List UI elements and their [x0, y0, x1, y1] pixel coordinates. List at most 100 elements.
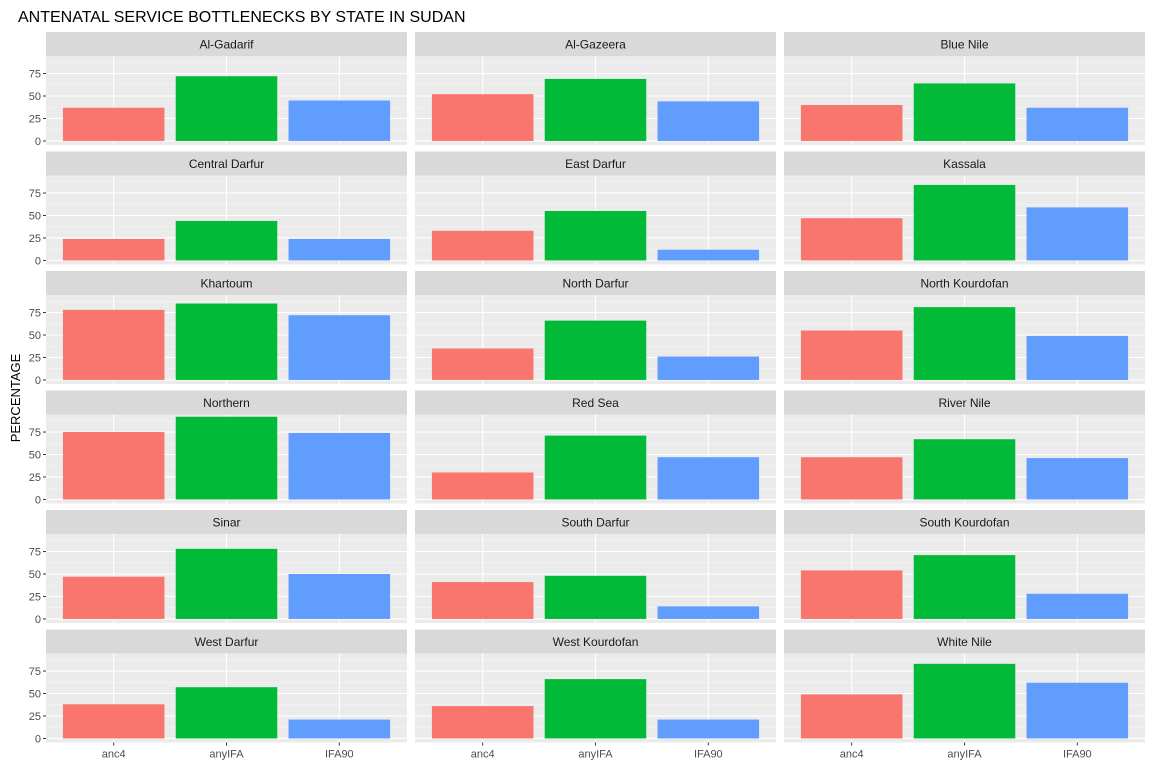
bar-anyIFA — [175, 76, 278, 141]
facet-panel: River Nile — [784, 390, 1145, 504]
facet-strip — [784, 629, 1145, 654]
x-tick-label: anc4 — [840, 749, 864, 761]
facet-strip-label: White Nile — [937, 635, 992, 649]
facet-strip — [415, 151, 776, 176]
facet-strip — [784, 271, 1145, 295]
bar-anc4 — [431, 472, 534, 500]
y-tick-label: 50 — [29, 569, 41, 581]
bar-anyIFA — [913, 555, 1016, 619]
x-tick-label: anc4 — [471, 749, 495, 761]
y-tick-label: 25 — [29, 233, 41, 245]
y-tick-label: 0 — [35, 614, 41, 626]
facet-strip — [415, 390, 776, 415]
bar-anyIFA — [175, 220, 278, 261]
bar-IFA90 — [1026, 107, 1129, 141]
x-tick-label: anyIFA — [209, 749, 244, 761]
facet-strip — [415, 271, 776, 295]
x-tick-label: anc4 — [102, 749, 126, 761]
bar-anyIFA — [175, 548, 278, 619]
facet-panel: Sinar 0 25 50 75 — [29, 510, 407, 626]
facet-panel: North Darfur — [415, 271, 776, 384]
bar-anyIFA — [175, 687, 278, 739]
y-tick-label: 50 — [29, 689, 41, 701]
bar-anyIFA — [913, 184, 1016, 261]
facet-panel: White Nile anc4 anyIFA IFA90 — [784, 629, 1145, 761]
facet-strip — [46, 510, 407, 534]
bar-IFA90 — [288, 574, 391, 619]
facet-panel: Kassala — [784, 151, 1145, 265]
y-tick-label: 0 — [35, 136, 41, 148]
facet-strip-label: South Kourdofan — [919, 516, 1009, 530]
facet-strip — [415, 510, 776, 534]
facet-strip — [784, 510, 1145, 534]
bar-anc4 — [800, 104, 903, 141]
bar-anc4 — [431, 582, 534, 619]
bar-anc4 — [431, 94, 534, 141]
bar-anyIFA — [913, 307, 1016, 380]
facet-strip-label: North Darfur — [562, 277, 628, 291]
facet-strip — [46, 151, 407, 176]
y-tick-label: 0 — [35, 375, 41, 387]
facet-strip — [784, 390, 1145, 415]
facet-panel: Central Darfur 0 25 50 75 — [29, 151, 407, 267]
facet-strip-label: Northern — [203, 396, 250, 410]
y-tick-label: 25 — [29, 472, 41, 484]
bar-IFA90 — [657, 249, 760, 261]
bar-anyIFA — [913, 83, 1016, 141]
bar-anc4 — [800, 330, 903, 380]
bar-IFA90 — [288, 100, 391, 141]
bar-IFA90 — [1026, 335, 1129, 380]
y-tick-label: 25 — [29, 711, 41, 723]
facet-strip-label: River Nile — [938, 396, 990, 410]
bar-IFA90 — [288, 238, 391, 261]
facet-strip-label: Sinar — [212, 516, 240, 530]
y-tick-label: 50 — [29, 450, 41, 462]
bar-IFA90 — [288, 719, 391, 739]
x-tick-label: IFA90 — [1063, 749, 1092, 761]
y-tick-label: 75 — [29, 547, 41, 559]
bar-IFA90 — [1026, 593, 1129, 619]
y-tick-label: 75 — [29, 666, 41, 678]
facet-panel: West Darfur 0 25 50 75 anc4 anyIFA IFA90 — [29, 629, 407, 761]
y-tick-label: 25 — [29, 352, 41, 364]
y-tick-label: 25 — [29, 591, 41, 603]
bar-IFA90 — [657, 719, 760, 739]
facet-panel: East Darfur — [415, 151, 776, 265]
bar-anc4 — [62, 107, 165, 141]
bar-anc4 — [62, 238, 165, 261]
x-tick-label: anyIFA — [578, 749, 613, 761]
facet-strip-label: Kassala — [943, 157, 986, 171]
y-tick-label: 0 — [35, 255, 41, 267]
bar-IFA90 — [288, 315, 391, 380]
facet-panel: South Kourdofan — [784, 510, 1145, 623]
facet-strip-label: Al-Gadarif — [199, 38, 254, 52]
facet-panels: Al-Gadarif 0 25 50 75 Al-Gazeera Blue Nile Cent… — [29, 32, 1145, 761]
bar-anyIFA — [544, 320, 647, 380]
y-tick-label: 0 — [35, 494, 41, 506]
bar-anc4 — [431, 348, 534, 380]
bar-anc4 — [431, 706, 534, 739]
bar-anyIFA — [544, 435, 647, 500]
facet-strip-label: Al-Gazeera — [565, 38, 626, 52]
bar-anyIFA — [913, 439, 1016, 500]
facet-strip-label: Blue Nile — [940, 38, 988, 52]
facet-strip-label: East Darfur — [565, 157, 626, 171]
y-tick-label: 50 — [29, 211, 41, 223]
facet-panel: West Kourdofan anc4 anyIFA IFA90 — [415, 629, 776, 761]
y-axis-title: PERCENTAGE — [8, 353, 23, 442]
facet-strip — [46, 390, 407, 415]
y-tick-label: 75 — [29, 69, 41, 81]
facet-strip — [46, 32, 407, 56]
bar-anyIFA — [544, 78, 647, 141]
bar-IFA90 — [657, 457, 760, 500]
facet-panel: Al-Gazeera — [415, 32, 776, 145]
facet-strip — [784, 151, 1145, 176]
bar-anyIFA — [175, 303, 278, 380]
chart-title: ANTENATAL SERVICE BOTTLENECKS BY STATE I… — [18, 9, 466, 26]
facet-panel: Khartoum 0 25 50 75 — [29, 271, 407, 387]
facet-panel: Al-Gadarif 0 25 50 75 — [29, 32, 407, 148]
facet-panel: Red Sea — [415, 390, 776, 504]
facet-strip — [415, 629, 776, 654]
x-tick-label: anyIFA — [947, 749, 982, 761]
y-tick-label: 75 — [29, 427, 41, 439]
